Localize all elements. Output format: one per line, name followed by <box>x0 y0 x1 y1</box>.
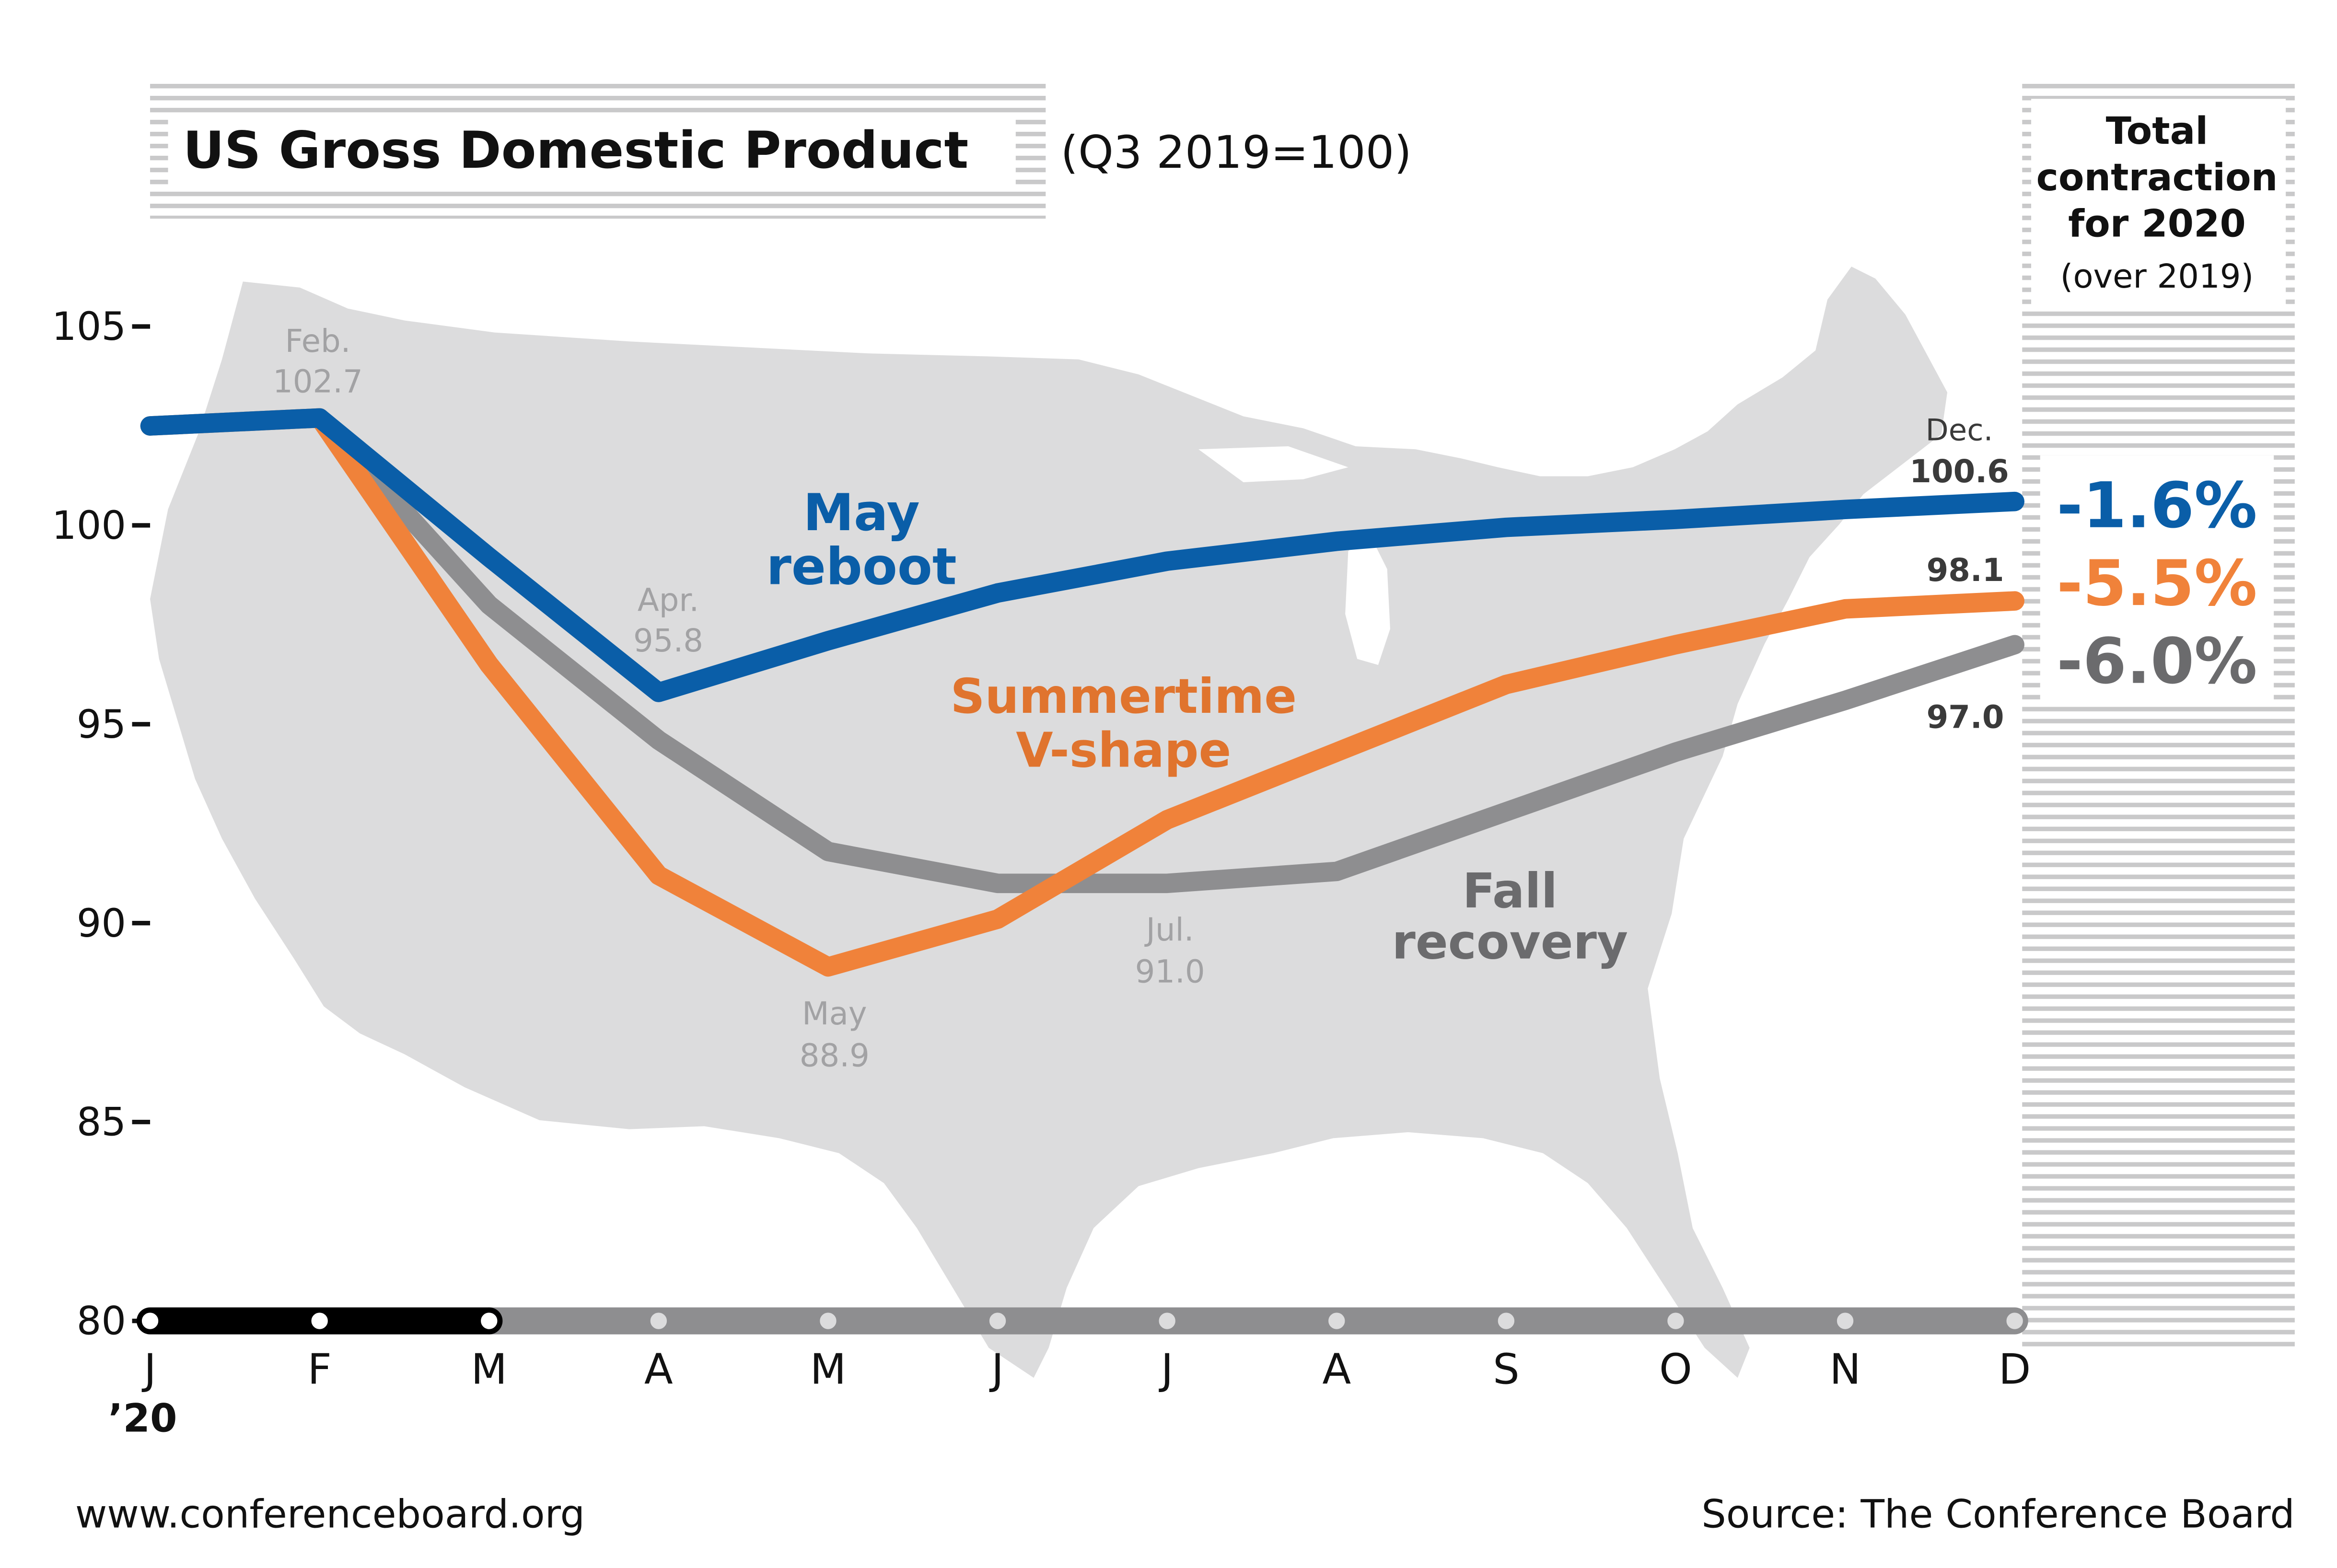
y-tick-label-90: 90 <box>77 901 126 946</box>
series-0-point-10 <box>1845 509 1846 510</box>
annot-may-value: 88.9 <box>800 1037 870 1074</box>
timeline-dot-2 <box>479 1311 499 1331</box>
series-lines <box>140 408 2024 977</box>
x-tick-label-1: F <box>308 1345 332 1394</box>
total-contraction-line3: for 2020 <box>2068 203 2246 246</box>
chart-title: US Gross Domestic Product <box>183 121 969 180</box>
annot-may-label: May <box>802 996 867 1032</box>
total-contraction-line4: (over 2019) <box>2060 257 2254 296</box>
y-tick-label-80: 80 <box>77 1299 126 1344</box>
series-line-0 <box>140 408 2024 702</box>
annot-dec-gray-value: 97.0 <box>1927 699 2004 735</box>
x-tick-label-11: D <box>1999 1345 2031 1394</box>
x-tick-label-9: O <box>1659 1345 1692 1394</box>
total-gray: -6.0% <box>2057 625 2257 698</box>
great-lakes-michigan <box>1345 533 1390 665</box>
label-may-reboot-line1: May <box>803 483 919 543</box>
timeline-dot-7 <box>1326 1311 1347 1331</box>
footer-source: Source: The Conference Board <box>1701 1492 2295 1537</box>
label-summertime-line2: V-shape <box>1016 722 1231 778</box>
timeline-dot-4 <box>818 1311 838 1331</box>
footer-url: www.conferenceboard.org <box>75 1492 585 1537</box>
label-summertime-line1: Summertime <box>950 668 1297 724</box>
series-0-point-11 <box>2014 501 2015 502</box>
annot-apr-value: 95.8 <box>633 623 703 659</box>
timeline-dot-3 <box>649 1311 669 1331</box>
chart-subtitle: (Q3 2019=100) <box>1061 127 1412 179</box>
annot-dec-label: Dec. <box>1926 413 1993 448</box>
series-0-point-8 <box>1506 527 1507 528</box>
timeline-dot-5 <box>988 1311 1008 1331</box>
timeline-dot-1 <box>310 1311 329 1331</box>
y-axis: 80 85 90 95 100 105 <box>52 304 151 1344</box>
annot-jul-value: 91.0 <box>1135 953 1205 990</box>
y-tick-label-85: 85 <box>77 1100 126 1145</box>
right-panel-values-bg <box>2040 455 2274 701</box>
label-fall-recovery-line2: recovery <box>1392 914 1628 970</box>
series-2-point-9 <box>1675 752 1676 753</box>
total-blue: -1.6% <box>2057 469 2257 542</box>
label-may-reboot-line2: reboot <box>766 537 956 596</box>
x-tick-label-5: J <box>989 1345 1004 1394</box>
y-tick-label-95: 95 <box>77 702 126 747</box>
y-tick-label-100: 100 <box>52 503 126 548</box>
x-tick-label-4: M <box>810 1345 846 1394</box>
annot-apr-label: Apr. <box>638 582 699 619</box>
title-bg <box>168 114 1016 186</box>
annot-feb-label: Feb. <box>285 323 350 360</box>
us-map-silhouette <box>150 267 1948 1378</box>
total-contraction-line2: contraction <box>2036 156 2278 199</box>
x-tick-label-10: N <box>1829 1345 1860 1394</box>
annot-feb-value: 102.7 <box>273 364 363 400</box>
timeline-dot-0 <box>140 1311 160 1331</box>
annot-dec-orange-value: 98.1 <box>1927 552 2004 589</box>
series-line-2 <box>140 408 2024 894</box>
series-0-point-9 <box>1675 519 1676 520</box>
x-tick-label-3: A <box>644 1345 673 1394</box>
x-tick-label-6: J <box>1159 1345 1174 1394</box>
total-contraction-line1: Total <box>2106 110 2208 153</box>
timeline-dot-10 <box>1835 1311 1855 1331</box>
x-tick-label-2: M <box>471 1345 507 1394</box>
y-tick-label-105: 105 <box>52 304 126 349</box>
timeline-dot-6 <box>1157 1311 1177 1331</box>
series-2-point-10 <box>1845 700 1846 701</box>
x-tick-label-8: S <box>1493 1345 1520 1394</box>
x-tick-label-7: A <box>1322 1345 1351 1394</box>
timeline-dot-8 <box>1496 1311 1516 1331</box>
timeline-dot-9 <box>1666 1311 1686 1331</box>
annot-dec-value: 100.6 <box>1909 453 2009 490</box>
great-lakes-superior <box>1198 446 1349 482</box>
x-tick-label-0: J <box>141 1345 156 1394</box>
right-panel-header-bg <box>2031 99 2286 306</box>
timeline-dot-11 <box>2005 1311 2024 1331</box>
year-label: ’20 <box>108 1396 177 1441</box>
total-orange: -5.5% <box>2057 546 2257 620</box>
series-line-1 <box>140 408 2024 977</box>
annot-jul-label: Jul. <box>1144 912 1194 948</box>
label-fall-recovery-line1: Fall <box>1463 863 1558 919</box>
